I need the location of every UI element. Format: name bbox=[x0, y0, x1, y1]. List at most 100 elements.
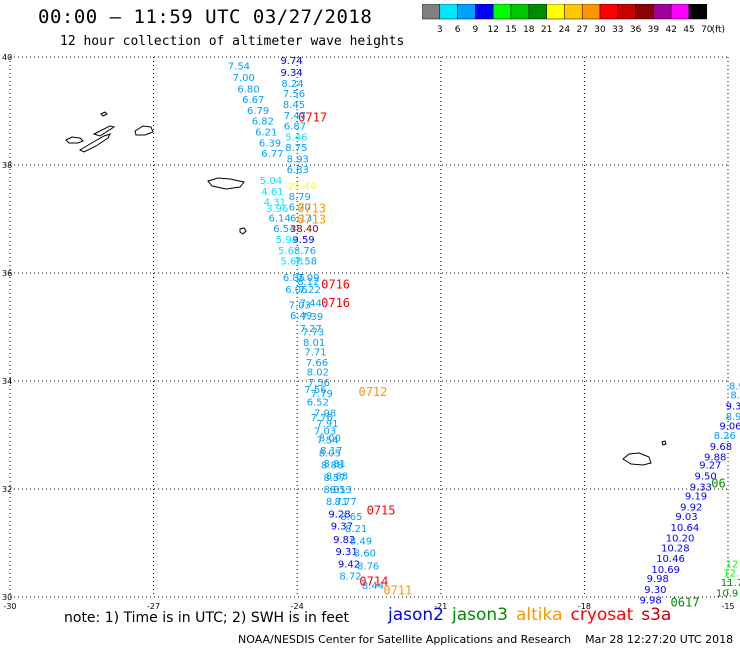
wave-height-value: 7.91 bbox=[316, 419, 338, 430]
wave-height-value: 9.34 bbox=[280, 68, 302, 79]
wave-height-value: 5.04 bbox=[260, 176, 282, 187]
wave-height-value: 8.79 bbox=[289, 192, 311, 203]
wave-height-value: 7.09 bbox=[297, 273, 319, 284]
lat-tick-label: 30 bbox=[2, 593, 12, 602]
wave-height-value: 7.56 bbox=[308, 378, 330, 389]
wave-height-value: 7.66 bbox=[306, 358, 328, 369]
wave-height-value: 9.88 bbox=[704, 453, 726, 464]
wave-height-value: 7.56 bbox=[283, 89, 305, 100]
wave-height-value: 8.9 bbox=[729, 381, 740, 392]
island-outline bbox=[65, 136, 84, 144]
wave-height-value: 7.47 bbox=[284, 111, 306, 122]
island-outline bbox=[134, 125, 154, 136]
wave-height-value: 7.03 bbox=[314, 427, 336, 438]
wave-height-value: 8.44 bbox=[362, 581, 384, 592]
wave-height-value: 10.9 bbox=[716, 589, 738, 600]
wave-height-value: 12. bbox=[723, 569, 739, 580]
island-outline bbox=[92, 125, 116, 137]
color-scale: 3 6 9 12 15 18 21 24 27 30 33 36 39 42 45 70(ft) bbox=[422, 4, 725, 35]
wave-height-value: 7.03 bbox=[289, 300, 311, 311]
lon-tick-label: -15 bbox=[721, 602, 734, 611]
wave-height-value: 6.80 bbox=[237, 84, 259, 95]
page-title: 00:00 – 11:59 UTC 03/27/2018 bbox=[38, 6, 373, 28]
wave-height-value: 9.74 bbox=[280, 56, 302, 67]
page-subtitle: 12 hour collection of altimeter wave hei… bbox=[60, 34, 405, 49]
wave-height-value: 3.96 bbox=[266, 204, 288, 215]
scale-tick-label: 45 bbox=[683, 25, 694, 35]
wave-height-value: 8.77 bbox=[335, 497, 357, 508]
scale-tick-label: 24 bbox=[559, 25, 571, 35]
wave-height-value: 8.24 bbox=[281, 79, 303, 90]
legend-jason3: jason3 bbox=[452, 605, 508, 625]
wave-height-value: 8.45 bbox=[283, 100, 305, 111]
pass-time-label: 0717 bbox=[298, 110, 327, 124]
wave-height-value: 9.50 bbox=[694, 472, 716, 483]
island-outline bbox=[78, 133, 111, 153]
pass-time-label: 0714 bbox=[359, 574, 388, 588]
wave-height-value: 8.53 bbox=[330, 485, 352, 496]
axis-tick-labels: 40 38 36 34 32 30-30 -27 -24 -21 -18 -15 bbox=[2, 53, 735, 611]
wave-height-value: 11.7 bbox=[721, 578, 740, 589]
scale-tick-label: 12 bbox=[487, 25, 498, 35]
pass-time-label: 0716 bbox=[321, 277, 350, 291]
wave-height-value: 8.17 bbox=[320, 446, 342, 457]
pass-time-label: 0715 bbox=[367, 504, 396, 518]
wave-height-value: 9.37 bbox=[331, 522, 353, 533]
wave-height-value: 8. bbox=[730, 391, 740, 402]
wave-height-value: 22.44 bbox=[288, 182, 317, 193]
island-outline bbox=[622, 452, 652, 466]
wave-height-value: 12 bbox=[726, 560, 739, 571]
wave-height-value: 9.98 bbox=[647, 574, 669, 585]
wave-height-value: 6.52 bbox=[307, 398, 329, 409]
land-outlines bbox=[65, 111, 667, 466]
wave-height-value: 6.83 bbox=[287, 165, 309, 176]
scale-tick-label: 27 bbox=[576, 25, 587, 35]
wave-height-value: 38.40 bbox=[290, 224, 319, 235]
scale-tick-label: 15 bbox=[505, 25, 516, 35]
pass-time-label: 0712 bbox=[358, 385, 387, 399]
lon-tick-label: -24 bbox=[291, 602, 304, 611]
legend-cryosat: cryosat bbox=[570, 605, 634, 625]
wave-height-value: 8.00 bbox=[319, 434, 341, 445]
wave-height-value: 7.39 bbox=[301, 312, 323, 323]
wave-height-value: 7.54 bbox=[316, 435, 338, 446]
wave-height-value: 6.54 bbox=[273, 224, 295, 235]
lat-tick-label: 38 bbox=[2, 161, 12, 170]
lat-tick-label: 34 bbox=[2, 377, 12, 386]
lat-tick-label: 36 bbox=[2, 269, 12, 278]
pass-time-label: 0617 bbox=[671, 595, 700, 609]
wave-height-value: 6.67 bbox=[242, 95, 264, 106]
wave-height-value: 8.49 bbox=[350, 536, 372, 547]
wave-height-value: 10.20 bbox=[666, 534, 695, 545]
wave-height-value: 7.44 bbox=[300, 299, 322, 310]
wave-height-value: 8.9 bbox=[726, 412, 740, 423]
units-note: note: 1) Time is in UTC; 2) SWH is in fe… bbox=[64, 610, 350, 626]
wave-height-value: 8.93 bbox=[287, 155, 309, 166]
wave-height-value: 8.12 bbox=[297, 277, 319, 288]
wave-height-value: 9.42 bbox=[338, 560, 360, 571]
island-outline bbox=[661, 440, 667, 446]
scale-tick-label: 70 bbox=[701, 25, 713, 35]
wave-height-value: 9.82 bbox=[333, 535, 355, 546]
wave-height-value: 6.82 bbox=[252, 117, 274, 128]
wave-height-value: 6.77 bbox=[261, 149, 283, 160]
wave-height-value: 4.31 bbox=[264, 198, 286, 209]
wave-height-value: 9.98 bbox=[639, 596, 661, 607]
satellite-legend: jason2 jason3 altika cryosat s3a bbox=[388, 605, 679, 625]
wave-height-value: 6.21 bbox=[255, 128, 277, 139]
scale-tick-label: 30 bbox=[594, 25, 606, 35]
lon-tick-label: -18 bbox=[578, 602, 591, 611]
scale-tick-label: 3 bbox=[437, 25, 443, 35]
legend-altika: altika bbox=[516, 605, 563, 625]
wave-height-value: 7.22 bbox=[299, 285, 321, 296]
wave-height-value: 6.14 bbox=[268, 213, 290, 224]
wave-height-value: 6.39 bbox=[259, 138, 281, 149]
wave-height-value: 10.28 bbox=[661, 543, 690, 554]
scale-unit: (ft) bbox=[711, 25, 725, 35]
wave-height-value: 10.69 bbox=[651, 565, 680, 576]
wave-height-value: 8.76 bbox=[294, 246, 316, 257]
wave-height-value: 8.81 bbox=[324, 485, 346, 496]
wave-height-value: 7.76 bbox=[311, 413, 333, 424]
wave-height-value: 6.06 bbox=[285, 285, 307, 296]
wave-height-value: 6.85 bbox=[283, 273, 305, 284]
